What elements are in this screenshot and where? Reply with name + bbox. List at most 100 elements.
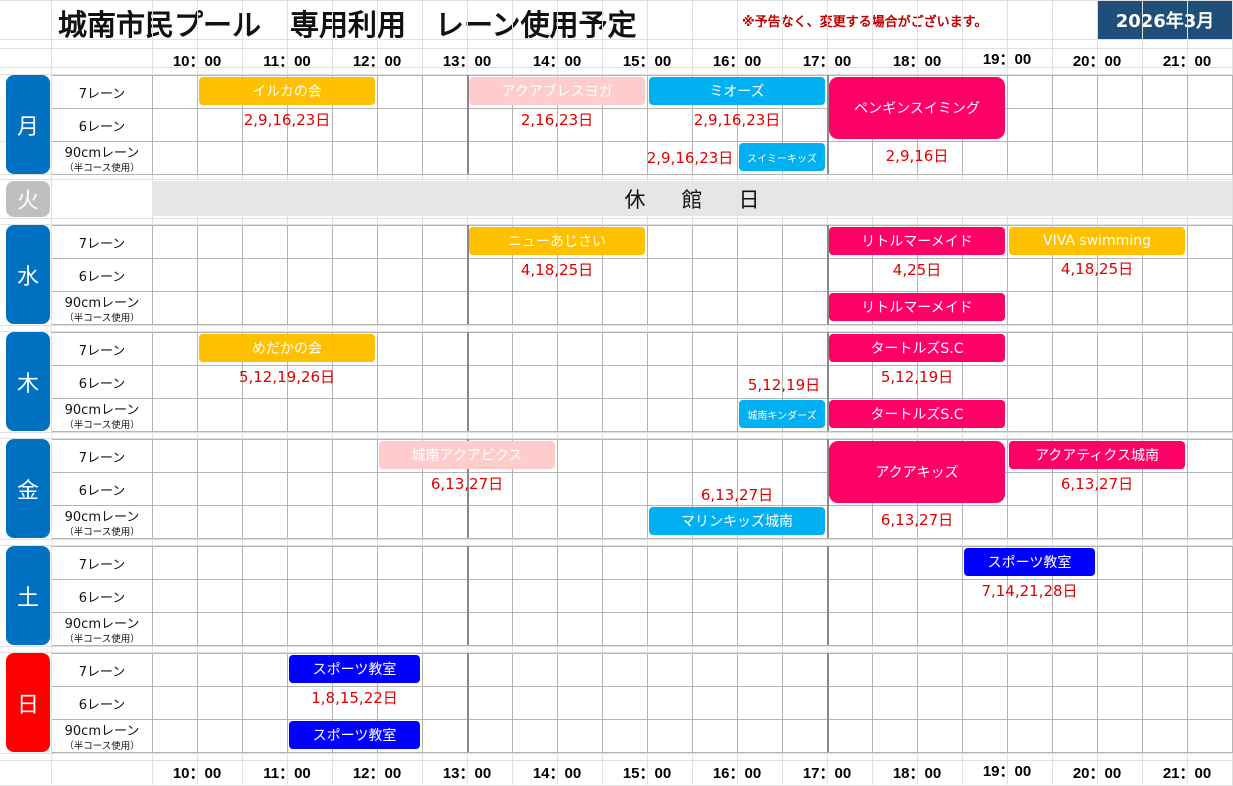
grid-col-line [647,75,648,174]
event-block[interactable]: リトルマーメイド [829,293,1005,321]
grid-col-line [782,546,783,645]
grid-col-line [197,332,198,431]
grid-col-line [737,332,738,431]
grid-row-line [52,398,1233,399]
sheet-gridline [0,331,1233,332]
grid-col-line [917,546,918,645]
grid-col-line [782,439,783,538]
grid-col-line [872,546,873,645]
grid-row-line [52,225,1233,226]
grid-col-line [962,653,963,752]
grid-col-line [557,653,558,752]
event-dates: 6,13,27日 [880,510,954,529]
grid-row-line [52,505,1233,506]
time-label: 13：00 [442,765,492,782]
grid-col-line [602,439,603,538]
event-block[interactable]: スポーツ教室 [289,721,420,749]
sheet-gridline [51,0,52,785]
time-label: 16：00 [712,53,762,70]
grid-col-line [197,75,198,174]
half-course-note: （半コース使用） [64,634,140,645]
grid-col-line [287,546,288,645]
grid-col-line [692,439,693,538]
grid-col-line [467,225,469,324]
sheet-gridline [0,74,1233,75]
grid-col-line [917,653,918,752]
grid-col-line [782,332,783,431]
event-block[interactable]: マリンキッズ城南 [649,507,825,535]
lane-label-7: 7レーン [78,87,126,102]
time-label: 11：00 [263,765,311,782]
event-block[interactable]: スポーツ教室 [964,548,1095,576]
event-dates: 2,9,16,23日 [243,111,331,130]
grid-col-line [1187,439,1188,538]
grid-col-line [737,225,738,324]
time-label: 14：00 [532,765,582,782]
time-label: 15：00 [622,53,672,70]
grid-col-line [647,225,648,324]
grid-col-line [197,225,198,324]
time-label: 10：00 [172,53,222,70]
event-block[interactable]: アクアブレスヨガ [469,77,645,105]
event-block[interactable]: アクアティクス城南 [1009,441,1185,469]
grid-col-line [512,332,513,431]
grid-col-line [1097,546,1098,645]
day-badge-fri: 金 [6,439,50,538]
sheet-gridline [0,646,1233,647]
grid-col-line [737,75,738,174]
event-block[interactable]: アクアキッズ [829,441,1005,503]
time-label: 19：00 [982,51,1032,68]
event-dates: 4,18,25日 [1060,259,1134,278]
closed-char: 館 [681,187,703,212]
event-block[interactable]: VIVA swimming [1009,227,1185,255]
time-label: 10：00 [172,765,222,782]
lane-90cm-text: 90cmレーン [64,146,140,161]
event-dates: 2,9,16日 [885,146,949,165]
day-badge-sun: 日 [6,653,50,752]
grid-col-line [422,75,423,174]
day-badge-sat: 土 [6,546,50,645]
grid-col-line [242,75,243,174]
closed-char: 日 [738,187,760,212]
grid-col-line [1187,75,1188,174]
grid-col-line [377,439,378,538]
event-block[interactable]: タートルズS.C [829,400,1005,428]
event-dates: 5,12,19,26日 [238,368,336,387]
event-dates: 6,13,27日 [700,486,774,504]
grid-col-line [287,75,288,174]
event-block[interactable]: 城南キンダーズ [739,400,825,428]
grid-col-line [512,75,513,174]
grid-col-line [782,225,783,324]
time-label: 21：00 [1162,765,1212,782]
grid-col-line [287,332,288,431]
sheet-gridline [0,432,1233,433]
grid-col-line [647,332,648,431]
event-block[interactable]: 城南アクアビクス [379,441,555,469]
grid-col-line [467,546,469,645]
grid-col-line [872,332,873,431]
grid-row-line [52,141,1233,142]
event-block[interactable]: イルカの会 [199,77,375,105]
grid-col-line [1187,546,1188,645]
event-block[interactable]: ニューあじさい [469,227,645,255]
event-block[interactable]: タートルズS.C [829,334,1005,362]
event-block[interactable]: スポーツ教室 [289,655,420,683]
event-block[interactable]: スイミーキッズ [739,143,825,171]
grid-col-line [557,75,558,174]
half-course-note: （半コース使用） [64,527,140,538]
event-block[interactable]: ミオーズ [649,77,825,105]
event-dates: 4,18,25日 [520,261,594,280]
grid-row-line [52,324,1233,325]
grid-col-line [1142,439,1143,538]
event-block[interactable]: めだかの会 [199,334,375,362]
grid-col-line [827,546,829,645]
event-block[interactable]: ペンギンスイミング [829,77,1005,139]
lane-label-90cm: 90cmレーン （半コース使用） [52,613,152,645]
event-block[interactable]: リトルマーメイド [829,227,1005,255]
grid-col-line [1142,332,1143,431]
sheet-gridline [0,539,1233,540]
sheet-gridline [0,545,1233,546]
event-dates: 2,9,16,23日 [693,111,781,130]
grid-col-line [422,225,423,324]
lane-label-6: 6レーン [78,270,126,285]
